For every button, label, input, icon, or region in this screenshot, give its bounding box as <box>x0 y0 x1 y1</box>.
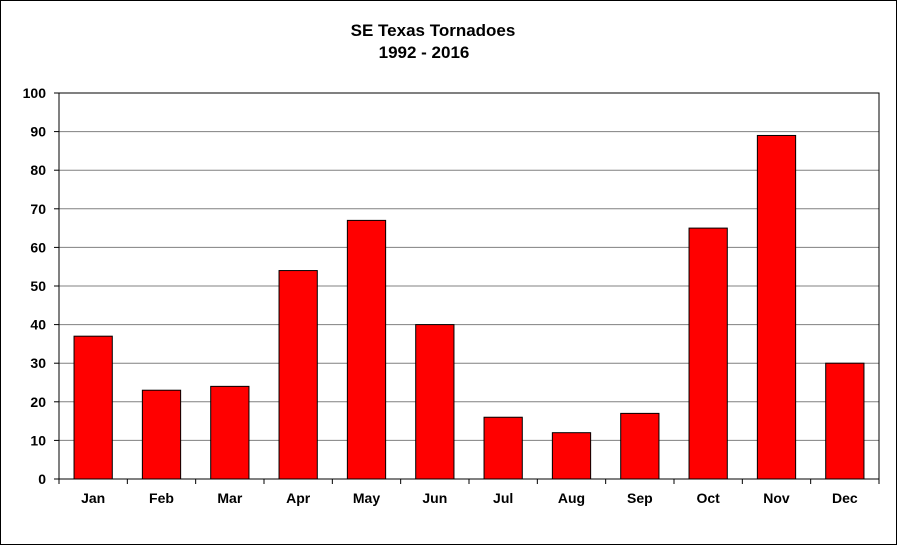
x-tick-label: Dec <box>832 490 858 506</box>
chart-title: SE Texas Tornadoes <box>351 21 516 40</box>
x-tick-label: Feb <box>149 490 174 506</box>
x-tick-label: Jun <box>422 490 447 506</box>
y-tick-label: 0 <box>38 471 46 487</box>
bar-dec <box>825 362 865 480</box>
y-tick-label: 80 <box>30 162 46 178</box>
y-tick-label: 100 <box>23 85 47 101</box>
bar-nov <box>756 134 797 480</box>
x-tick-label: May <box>353 490 380 506</box>
plot-area-border <box>58 92 880 480</box>
bar-aug <box>551 432 592 480</box>
y-tick-label: 30 <box>30 355 46 371</box>
y-tick-label: 20 <box>30 394 46 410</box>
y-tick-label: 10 <box>30 432 46 448</box>
bar-may <box>346 219 387 480</box>
tick-labels: 0 10 20 30 40 50 60 70 80 90 100 Jan Feb Mar Apr May Jun… <box>23 85 858 506</box>
y-tick-label: 90 <box>30 124 46 140</box>
bar-feb <box>141 389 182 480</box>
y-tick-label: 50 <box>30 278 46 294</box>
x-tick-label: Aug <box>558 490 585 506</box>
x-tick-label: Jul <box>493 490 513 506</box>
x-tick-label: Mar <box>217 490 242 506</box>
bar-mar <box>210 385 250 480</box>
bar-sep <box>620 412 660 480</box>
bar-oct <box>688 227 728 480</box>
bar-jun <box>415 324 455 480</box>
gridlines <box>59 131 879 441</box>
x-tick-label: Nov <box>763 490 790 506</box>
y-tick-label: 70 <box>30 201 46 217</box>
bars <box>73 134 865 480</box>
y-tick-label: 60 <box>30 239 46 255</box>
axes <box>54 92 880 484</box>
x-tick-label: Jan <box>81 490 105 506</box>
y-tick-label: 40 <box>30 317 46 333</box>
x-tick-label: Apr <box>286 490 311 506</box>
bar-jan <box>73 335 113 480</box>
x-tick-label: Sep <box>627 490 653 506</box>
chart-subtitle: 1992 - 2016 <box>379 43 470 62</box>
x-tick-label: Oct <box>696 490 720 506</box>
bar-apr <box>278 270 318 480</box>
bar-jul <box>483 416 523 480</box>
